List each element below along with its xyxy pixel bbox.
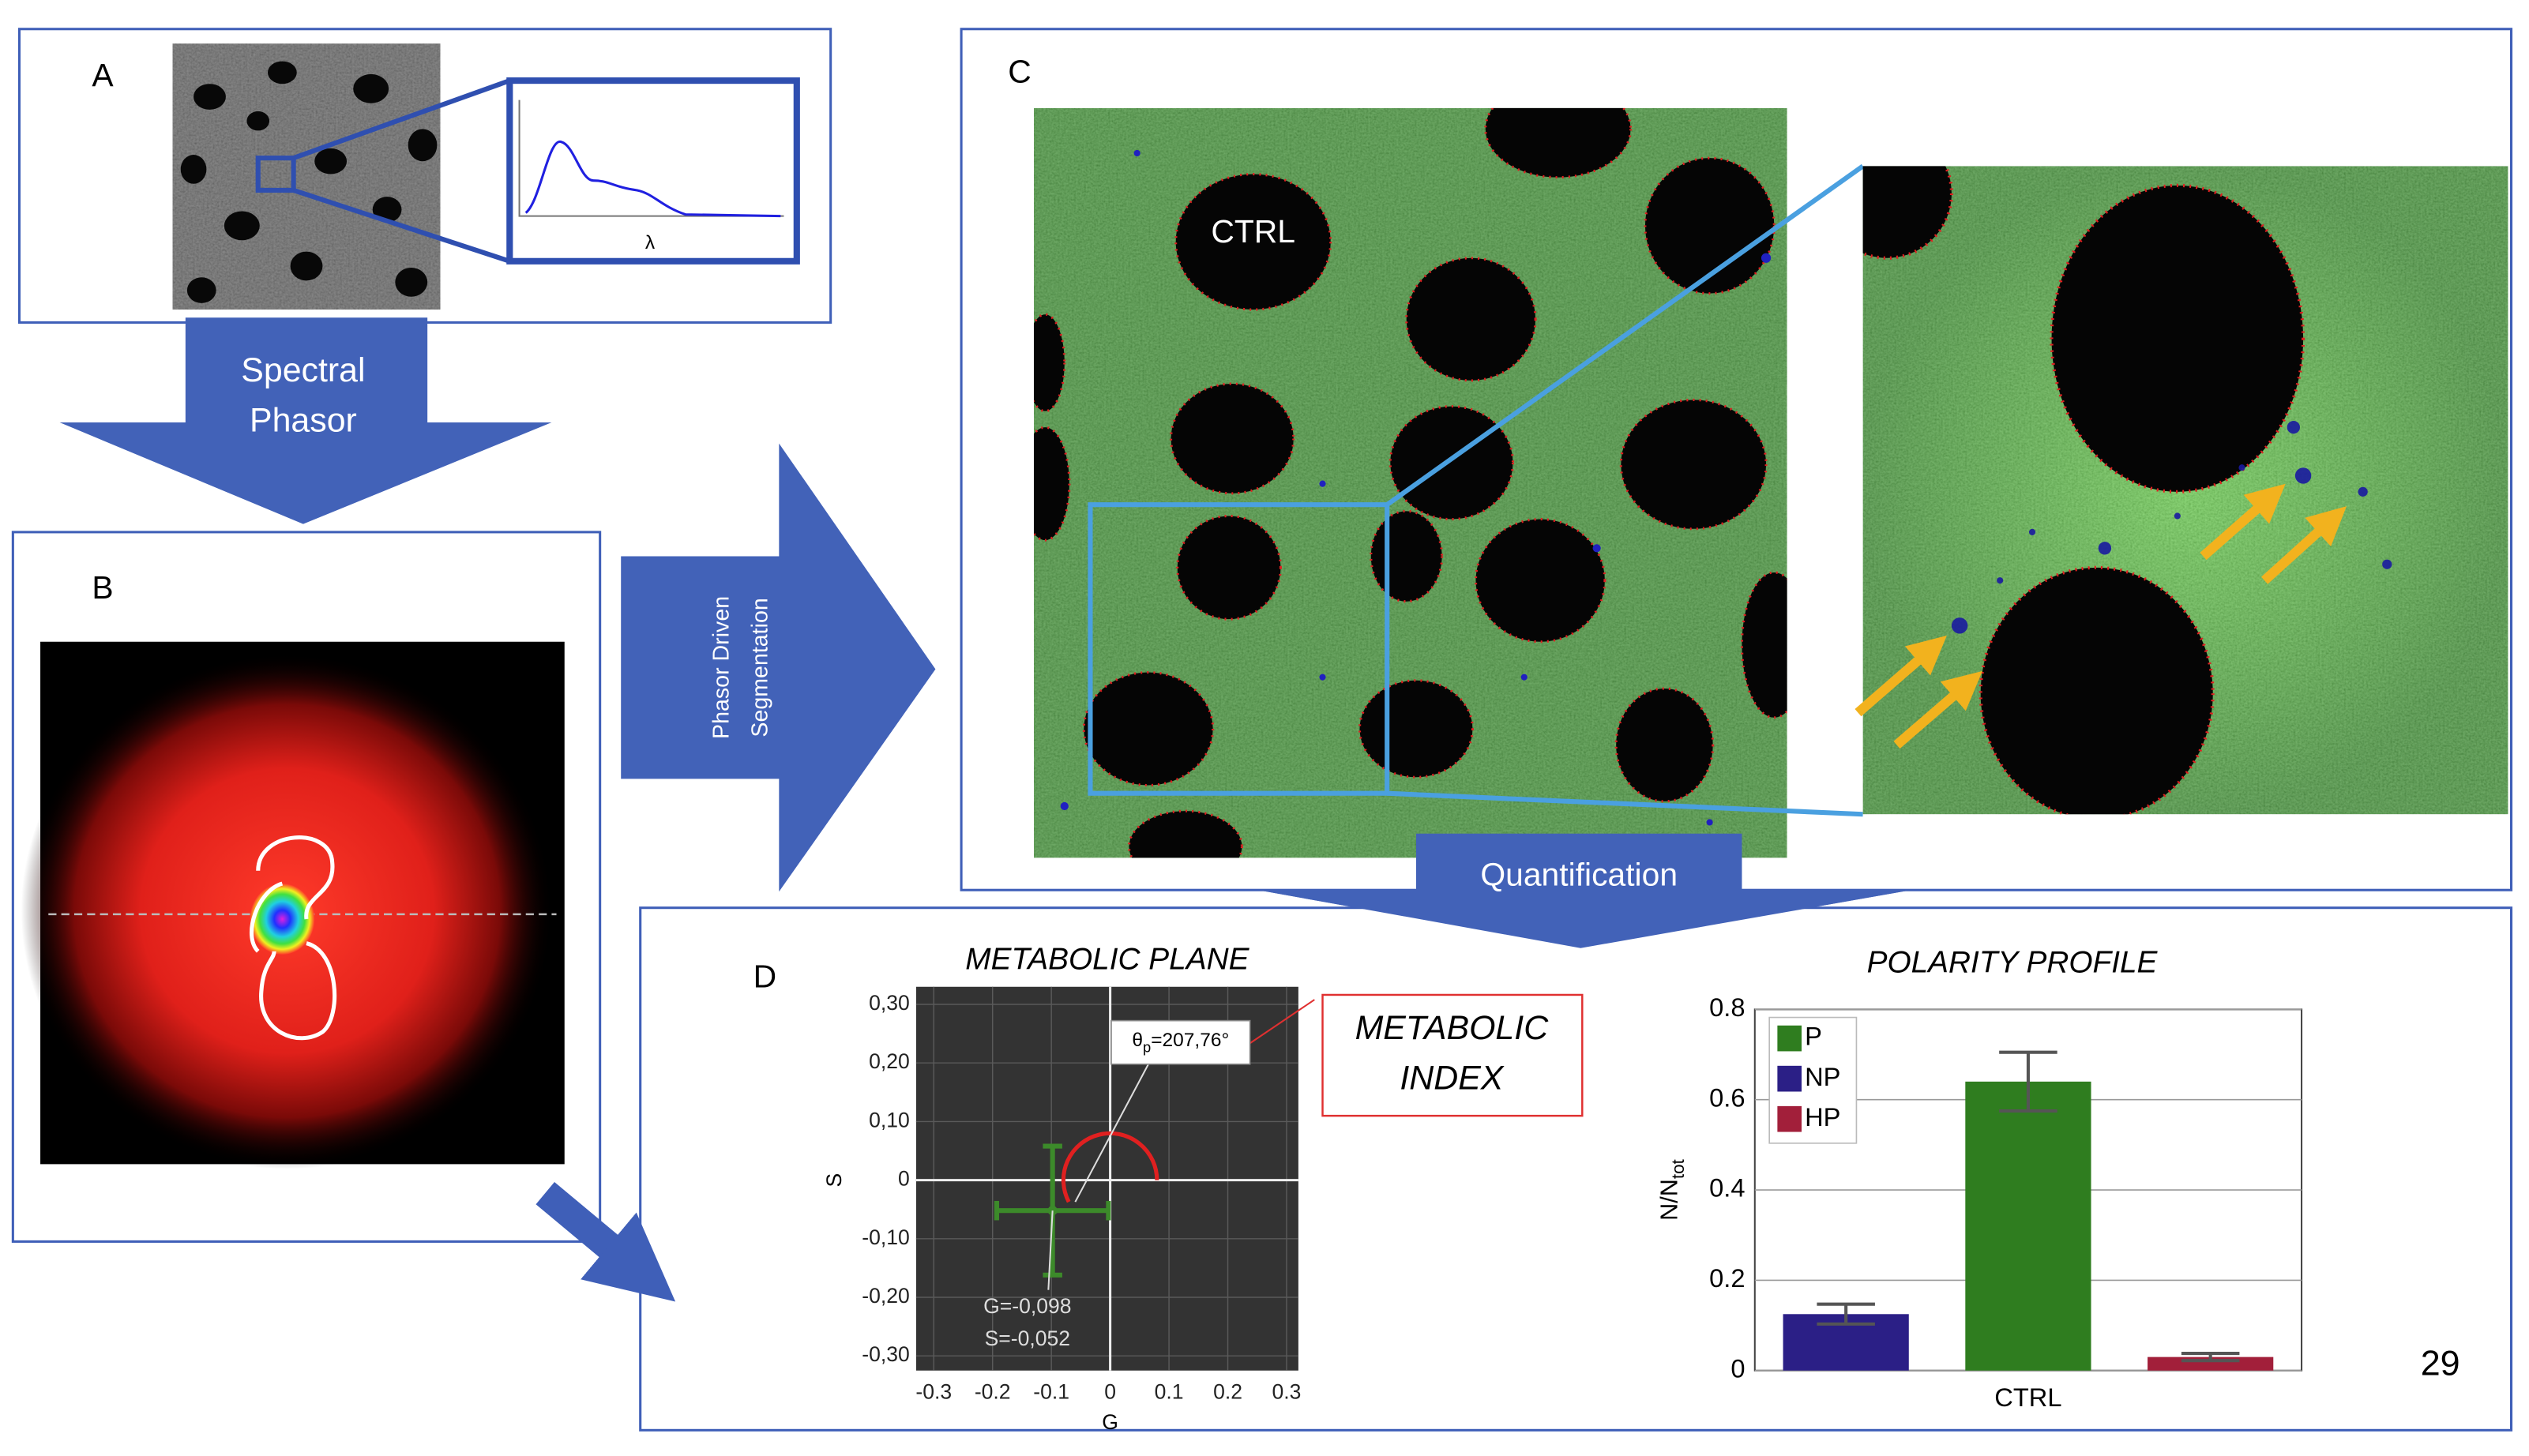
chart-title: METABOLIC PLANE xyxy=(965,942,1249,976)
leader-line xyxy=(1074,1064,1149,1203)
x-tick-label: 0.1 xyxy=(1155,1379,1184,1403)
panel-label: A xyxy=(92,57,114,93)
arrow-label: Quantification xyxy=(1480,857,1678,893)
flow-arrow xyxy=(59,317,552,524)
x-tick-label: 0.3 xyxy=(1272,1379,1302,1403)
x-axis-label: G xyxy=(1102,1410,1118,1434)
arrow-label: Phasor xyxy=(250,401,357,439)
segmented-image xyxy=(1033,107,1787,858)
y-axis-label: S xyxy=(822,1173,846,1188)
bar xyxy=(1965,1081,2091,1371)
y-tick-label: 0,10 xyxy=(869,1108,910,1131)
index-box xyxy=(1321,993,1584,1117)
x-tick-label: 0 xyxy=(1104,1379,1116,1403)
arrow-label: Phasor Driven xyxy=(708,596,734,739)
panel-label: C xyxy=(1008,54,1032,90)
y-axis-label: N/Ntot xyxy=(1656,1158,1688,1220)
x-tick-label: 0.2 xyxy=(1213,1379,1242,1403)
spectrum-curve xyxy=(524,141,781,218)
y-tick-label: -0,30 xyxy=(862,1342,909,1366)
y-tick-label: 0.8 xyxy=(1709,993,1745,1022)
x-tick-label: -0.1 xyxy=(1033,1379,1069,1403)
bar xyxy=(2148,1357,2274,1371)
index-label: METABOLIC xyxy=(1355,1009,1550,1047)
y-tick-label: 0,30 xyxy=(869,991,910,1015)
y-tick-label: 0 xyxy=(898,1167,910,1191)
panel-label: D xyxy=(753,958,777,994)
arrow-label: Spectral xyxy=(241,351,365,389)
contour xyxy=(250,835,337,1041)
arrow-label: Segmentation xyxy=(747,598,772,737)
angle-arc xyxy=(1061,1131,1159,1203)
flow-arrow xyxy=(621,443,936,892)
leader-line xyxy=(1249,999,1315,1045)
x-tick-label: -0.3 xyxy=(915,1379,952,1403)
y-tick-label: 0.4 xyxy=(1709,1173,1745,1203)
y-axis-label-main: N/N xyxy=(1656,1179,1683,1221)
y-tick-label: -0,20 xyxy=(862,1284,909,1308)
index-label: INDEX xyxy=(1400,1060,1504,1098)
angle-label: θp=207,76° xyxy=(1132,1030,1229,1056)
y-tick-label: 0.2 xyxy=(1709,1263,1745,1293)
leader-line xyxy=(1047,1210,1054,1290)
y-tick-label: -0,10 xyxy=(862,1225,909,1249)
legend-label: HP xyxy=(1805,1102,1840,1131)
angle-subscript: p xyxy=(1143,1038,1151,1055)
image-label: CTRL xyxy=(1211,213,1295,250)
point-label: S=-0,052 xyxy=(985,1327,1070,1350)
angle-value: =207,76° xyxy=(1151,1030,1229,1052)
angle-symbol: θ xyxy=(1132,1030,1143,1052)
y-tick-label: 0,20 xyxy=(869,1049,910,1073)
legend-swatch xyxy=(1777,1105,1802,1132)
flow-arrow xyxy=(535,1182,676,1302)
angle-label-box xyxy=(1110,1019,1251,1065)
page-number: 29 xyxy=(2421,1343,2460,1383)
point-label: G=-0,098 xyxy=(983,1294,1071,1318)
legend-label: P xyxy=(1805,1022,1822,1051)
x-tick-label: CTRL xyxy=(1994,1383,2061,1412)
y-tick-label: 0.6 xyxy=(1709,1083,1745,1112)
x-tick-label: -0.2 xyxy=(975,1379,1011,1403)
legend-swatch xyxy=(1777,1025,1802,1052)
chart-title: POLARITY PROFILE xyxy=(1867,945,2159,979)
y-axis-label-sub: tot xyxy=(1668,1158,1688,1179)
axis-label: λ xyxy=(645,232,656,253)
y-tick-label: 0 xyxy=(1730,1353,1745,1383)
cell-image xyxy=(172,43,441,310)
panel-label: B xyxy=(92,569,113,606)
legend-label: NP xyxy=(1805,1062,1840,1091)
legend-swatch xyxy=(1777,1065,1802,1092)
zoom-image xyxy=(1862,166,2508,815)
